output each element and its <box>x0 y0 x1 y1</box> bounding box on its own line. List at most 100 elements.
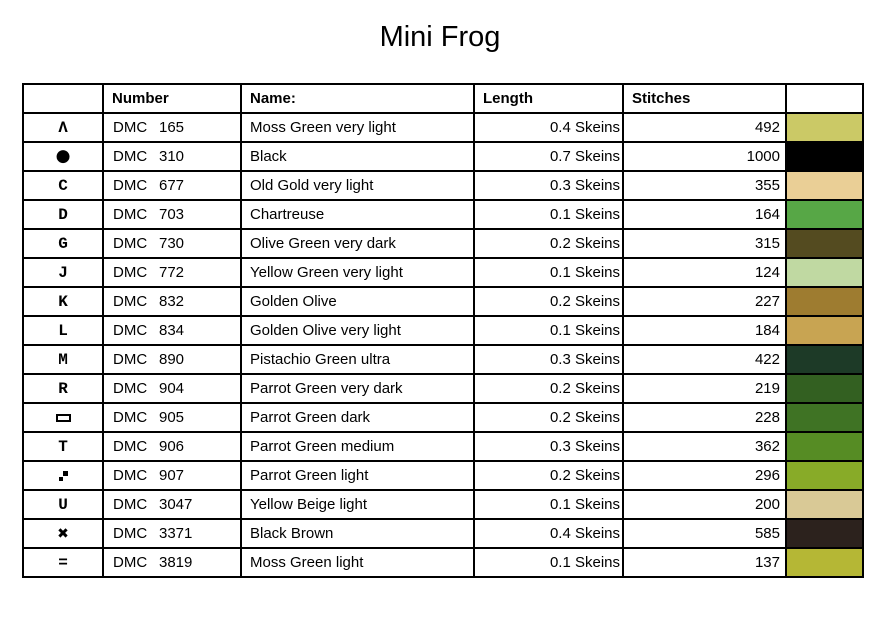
legend-row: DMC 907 Parrot Green light 0.2 Skeins 296 <box>22 460 864 491</box>
brand-label: DMC <box>113 235 148 252</box>
stitches-cell: 585 <box>622 518 787 549</box>
thread-code: 310 <box>159 148 185 165</box>
stitches-cell: 422 <box>622 344 787 375</box>
page-title: Mini Frog <box>379 21 501 53</box>
thread-code: 834 <box>159 322 185 339</box>
thread-code: 907 <box>159 467 185 484</box>
color-swatch <box>785 518 864 549</box>
legend-row: G DMC 730 Olive Green very dark 0.2 Skein… <box>22 228 864 259</box>
length-cell: 0.2 Skeins <box>473 402 624 433</box>
length-cell: 0.1 Skeins <box>473 547 624 578</box>
stitches-cell: 137 <box>622 547 787 578</box>
symbol-cell: R <box>22 373 104 404</box>
thread-code: 832 <box>159 293 185 310</box>
legend-row: T DMC 906 Parrot Green medium 0.3 Skeins … <box>22 431 864 462</box>
thread-name-cell: Chartreuse <box>240 199 475 230</box>
symbol-cell: Λ <box>22 112 104 143</box>
symbol-letter-u: U <box>58 495 68 514</box>
stitches-cell: 1000 <box>622 141 787 172</box>
thread-name-cell: Golden Olive very light <box>240 315 475 346</box>
thread-name-cell: Olive Green very dark <box>240 228 475 259</box>
symbol-cell: G <box>22 228 104 259</box>
stitches-cell: 227 <box>622 286 787 317</box>
symbol-cell: ● <box>22 141 104 172</box>
number-cell: DMC 772 <box>102 257 242 288</box>
length-cell: 0.3 Skeins <box>473 170 624 201</box>
number-cell: DMC 832 <box>102 286 242 317</box>
symbol-cell: C <box>22 170 104 201</box>
symbol-letter-g: G <box>58 234 68 253</box>
stitches-cell: 296 <box>622 460 787 491</box>
length-cell: 0.3 Skeins <box>473 431 624 462</box>
symbol-cell: U <box>22 489 104 520</box>
stitches-cell: 228 <box>622 402 787 433</box>
color-swatch <box>785 257 864 288</box>
color-swatch <box>785 373 864 404</box>
number-cell: DMC 906 <box>102 431 242 462</box>
brand-label: DMC <box>113 554 148 571</box>
color-swatch <box>785 170 864 201</box>
symbol-equals: = <box>58 553 68 572</box>
brand-label: DMC <box>113 322 148 339</box>
header-row: Number Name: Length Stitches <box>22 83 864 114</box>
thread-name-cell: Old Gold very light <box>240 170 475 201</box>
thread-name-cell: Moss Green very light <box>240 112 475 143</box>
symbol-cell: T <box>22 431 104 462</box>
legend-row: U DMC 3047 Yellow Beige light 0.1 Skeins … <box>22 489 864 520</box>
symbol-letter-d: D <box>58 205 68 224</box>
thread-name-cell: Parrot Green medium <box>240 431 475 462</box>
column-header-name: Name: <box>240 83 475 114</box>
legend-row: = DMC 3819 Moss Green light 0.1 Skeins 13… <box>22 547 864 578</box>
column-header-stitches: Stitches <box>622 83 787 114</box>
legend-row: J DMC 772 Yellow Green very light 0.1 Ske… <box>22 257 864 288</box>
stitches-cell: 219 <box>622 373 787 404</box>
symbol-letter-r: R <box>58 379 68 398</box>
thread-name-cell: Pistachio Green ultra <box>240 344 475 375</box>
number-cell: DMC 890 <box>102 344 242 375</box>
symbol-cell: ✖ <box>22 518 104 549</box>
legend-row: C DMC 677 Old Gold very light 0.3 Skeins … <box>22 170 864 201</box>
legend-row: D DMC 703 Chartreuse 0.1 Skeins 164 <box>22 199 864 230</box>
legend-row: K DMC 832 Golden Olive 0.2 Skeins 227 <box>22 286 864 317</box>
number-cell: DMC 907 <box>102 460 242 491</box>
color-swatch <box>785 489 864 520</box>
brand-label: DMC <box>113 293 148 310</box>
column-header-symbol <box>22 83 104 114</box>
color-swatch <box>785 141 864 172</box>
stitches-cell: 492 <box>622 112 787 143</box>
stitches-cell: 164 <box>622 199 787 230</box>
length-cell: 0.2 Skeins <box>473 286 624 317</box>
legend-row: M DMC 890 Pistachio Green ultra 0.3 Skein… <box>22 344 864 375</box>
symbol-letter-j: J <box>58 263 68 282</box>
symbol-heavy-cross: ✖ <box>57 526 69 542</box>
color-swatch <box>785 286 864 317</box>
number-cell: DMC 3371 <box>102 518 242 549</box>
stitches-cell: 362 <box>622 431 787 462</box>
thread-name-cell: Black Brown <box>240 518 475 549</box>
legend-row: Λ DMC 165 Moss Green very light 0.4 Skein… <box>22 112 864 143</box>
brand-label: DMC <box>113 264 148 281</box>
legend-table-body: Λ DMC 165 Moss Green very light 0.4 Skein… <box>22 112 864 578</box>
brand-label: DMC <box>113 409 148 426</box>
symbol-cell <box>22 402 104 433</box>
symbol-letter-k: K <box>58 292 68 311</box>
legend-row: R DMC 904 Parrot Green very dark 0.2 Skei… <box>22 373 864 404</box>
length-cell: 0.1 Skeins <box>473 315 624 346</box>
thread-code: 3371 <box>159 525 193 542</box>
length-cell: 0.1 Skeins <box>473 257 624 288</box>
thread-code: 3047 <box>159 496 193 513</box>
stitches-cell: 124 <box>622 257 787 288</box>
brand-label: DMC <box>113 496 148 513</box>
color-swatch <box>785 460 864 491</box>
number-cell: DMC 165 <box>102 112 242 143</box>
symbol-letter-m: M <box>58 350 68 369</box>
brand-label: DMC <box>113 380 148 397</box>
thread-code: 165 <box>159 119 185 136</box>
symbol-letter-t: T <box>58 437 68 456</box>
length-cell: 0.2 Skeins <box>473 460 624 491</box>
color-swatch <box>785 431 864 462</box>
thread-code: 677 <box>159 177 185 194</box>
thread-code: 772 <box>159 264 185 281</box>
legend-row: DMC 905 Parrot Green dark 0.2 Skeins 228 <box>22 402 864 433</box>
thread-code: 730 <box>159 235 185 252</box>
